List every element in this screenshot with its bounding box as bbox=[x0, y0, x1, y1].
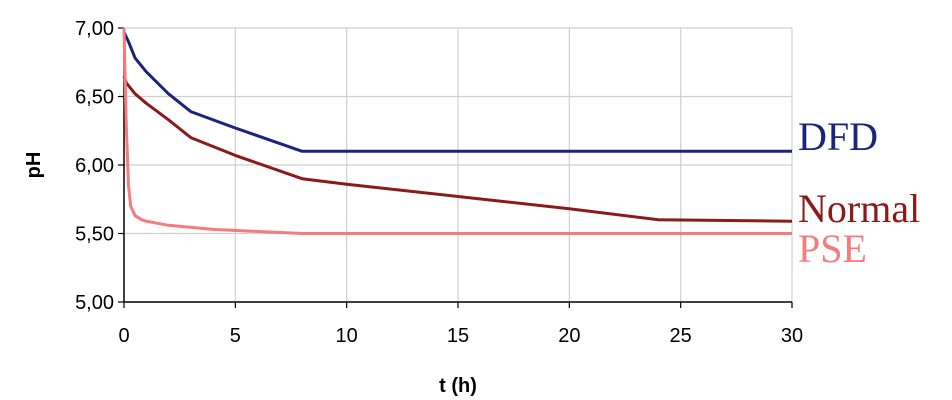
y-tick-label: 6,00 bbox=[75, 155, 114, 177]
x-tick-label: 0 bbox=[118, 325, 129, 347]
series-label-normal: Normal bbox=[798, 186, 920, 231]
series-label-pse: PSE bbox=[798, 226, 867, 271]
y-tick-label: 6,50 bbox=[75, 87, 114, 109]
x-axis-title: t (h) bbox=[439, 375, 477, 397]
series-line-normal bbox=[122, 75, 793, 223]
y-tick-label: 5,00 bbox=[75, 292, 114, 314]
y-axis-title: pH bbox=[23, 152, 45, 179]
series-line-dfd bbox=[122, 31, 792, 153]
series-line-pse bbox=[122, 27, 792, 235]
x-tick-label: 25 bbox=[670, 325, 692, 347]
x-tick-label: 20 bbox=[558, 325, 580, 347]
series bbox=[122, 27, 793, 235]
y-tick-label: 7,00 bbox=[75, 18, 114, 40]
series-label-dfd: DFD bbox=[798, 114, 878, 159]
x-tick-label: 10 bbox=[336, 325, 358, 347]
x-tick-label: 5 bbox=[230, 325, 241, 347]
axes: 0 5 10 15 20 25 30 5,00 5,50 6,00 6,50 7,00 bbox=[75, 18, 803, 347]
grid bbox=[124, 27, 793, 302]
y-tick-label: 5,50 bbox=[75, 224, 114, 246]
x-tick-label: 15 bbox=[447, 325, 469, 347]
x-tick-label: 30 bbox=[781, 325, 803, 347]
